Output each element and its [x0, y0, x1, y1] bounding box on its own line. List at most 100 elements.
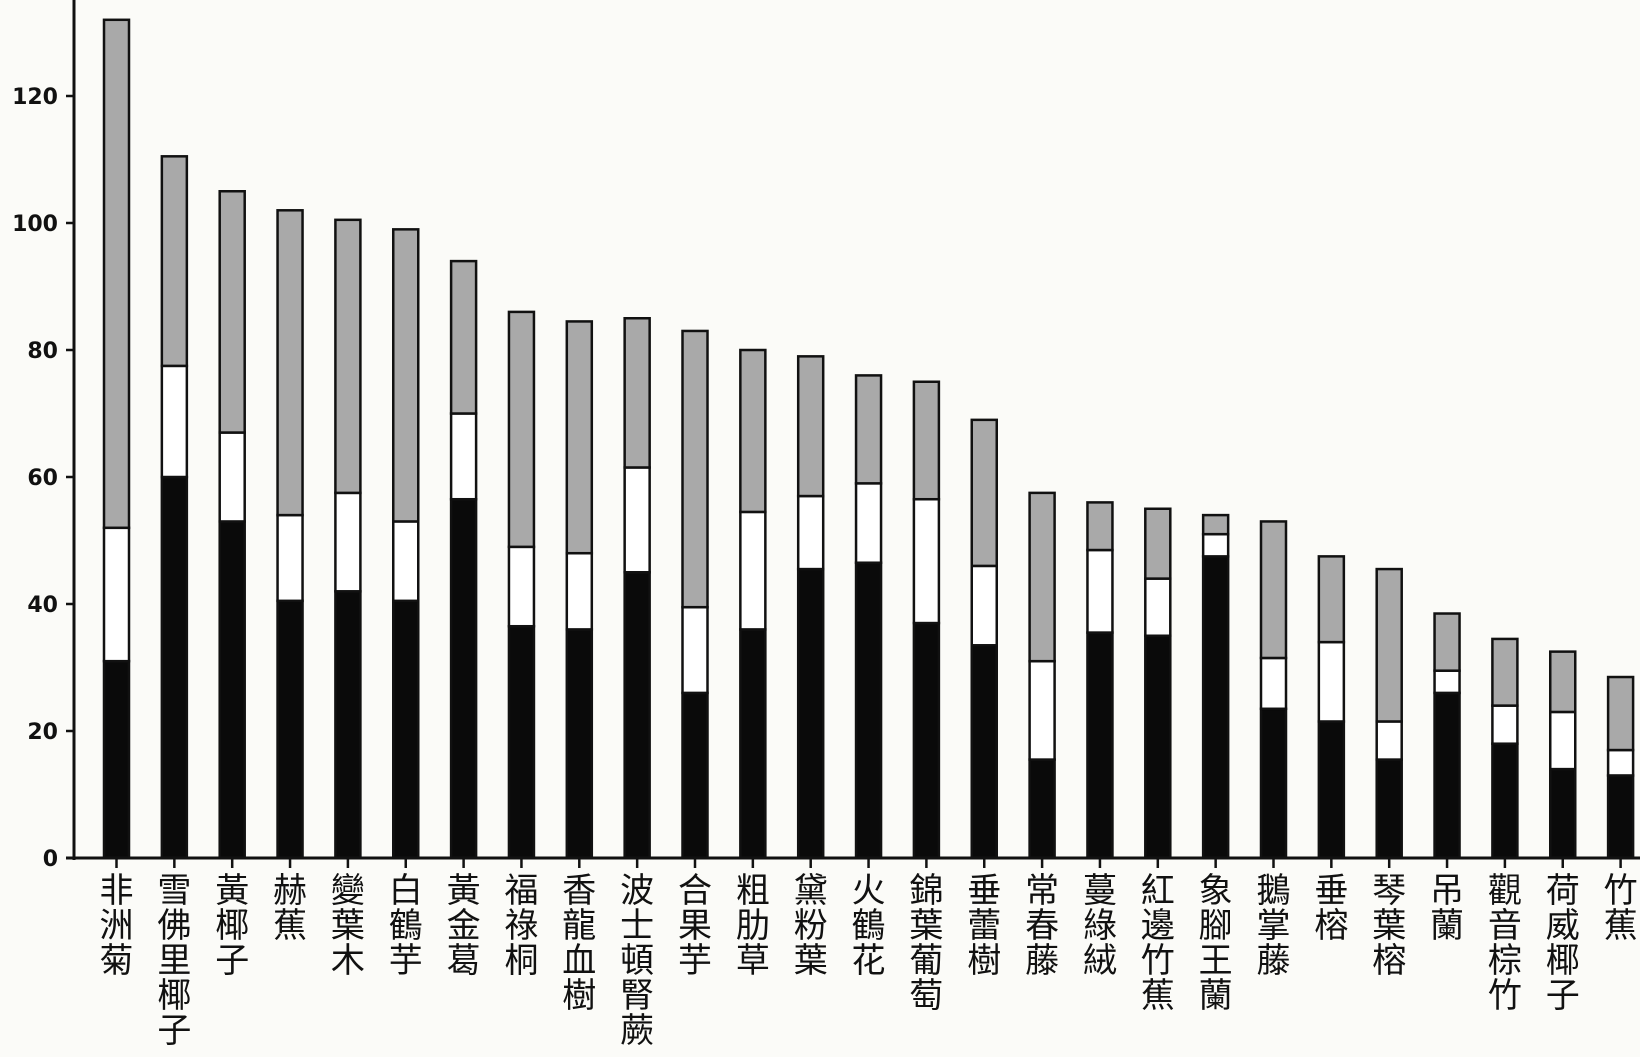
bar-segment-middle — [796, 494, 825, 571]
bar-segment-bottom — [739, 628, 767, 860]
bar-segment-bottom — [218, 520, 246, 860]
category-label: 香龍血樹 — [562, 871, 596, 1016]
category-label: 垂蕾樹 — [967, 871, 1001, 981]
bar-segment-bottom — [102, 659, 131, 860]
bar-segment-bottom — [1549, 767, 1577, 860]
bar-segment-middle — [1028, 659, 1056, 761]
bars — [102, 18, 1635, 860]
bar-segment-bottom — [623, 571, 651, 860]
bar-segment-middle — [1433, 669, 1461, 695]
category-label: 鵝掌藤 — [1257, 871, 1291, 981]
category-label: 觀音棕竹 — [1488, 871, 1522, 1016]
category-label: 福祿桐 — [504, 871, 538, 981]
bar-segment-bottom — [160, 475, 189, 860]
bar-segment-top — [334, 218, 362, 495]
bar-segment-middle — [739, 510, 767, 631]
bar-segment-top — [1549, 650, 1577, 714]
bar-segment-middle — [623, 466, 651, 574]
bar-segment-middle — [565, 551, 594, 631]
bar-segment-bottom — [1259, 707, 1288, 860]
bar-segment-bottom — [1144, 634, 1172, 860]
category-label: 黛粉葉 — [794, 871, 828, 981]
bar-segment-top — [1201, 513, 1230, 536]
bar-segment-bottom — [970, 644, 998, 860]
bar-segment-middle — [449, 412, 478, 501]
bar-segment-top — [218, 190, 246, 434]
y-tick-label: 20 — [27, 720, 58, 745]
bar-segment-top — [392, 228, 420, 523]
category-label: 粗肋草 — [736, 871, 770, 981]
bar-segment-bottom — [854, 561, 883, 860]
bar-segment-middle — [1491, 704, 1519, 745]
bar-segment-top — [854, 374, 883, 485]
bar-segment-top — [276, 209, 304, 517]
bar-segment-bottom — [334, 590, 362, 860]
bar-segment-bottom — [1086, 631, 1114, 860]
bar-segment-middle — [507, 545, 536, 628]
category-label: 火鶴花 — [852, 871, 886, 981]
bar-segment-top — [1606, 675, 1635, 752]
bar-segment-middle — [1086, 548, 1114, 634]
y-tick-label: 0 — [43, 847, 58, 872]
bar-segment-top — [160, 155, 189, 368]
category-label: 白鶴芋 — [389, 871, 423, 981]
bar-segment-bottom — [276, 599, 304, 860]
category-label: 象腳王蘭 — [1199, 871, 1233, 1016]
bar-segment-middle — [854, 482, 883, 564]
bar-segment-bottom — [796, 567, 825, 860]
category-label: 吊蘭 — [1430, 871, 1464, 946]
category-label: 非洲菊 — [100, 871, 134, 981]
category-label: 赫蕉 — [273, 871, 307, 946]
bar-segment-middle — [912, 497, 941, 625]
bar-segment-bottom — [912, 621, 941, 860]
bar-segment-top — [912, 380, 941, 501]
bar-segment-top — [1086, 501, 1114, 552]
bar-segment-bottom — [1375, 758, 1403, 860]
category-label: 黃金葛 — [447, 871, 481, 981]
bar-segment-middle — [160, 364, 189, 479]
bar-segment-bottom — [507, 624, 536, 860]
bar-segment-top — [102, 18, 131, 530]
category-label: 常春藤 — [1025, 871, 1059, 981]
bar-segment-bottom — [565, 628, 594, 860]
bar-segment-middle — [276, 513, 304, 603]
bar-segment-bottom — [1028, 758, 1056, 860]
bar-segment-bottom — [1606, 774, 1635, 860]
bar-segment-middle — [334, 491, 362, 593]
category-label: 波士頓腎蕨 — [620, 871, 654, 1051]
bar-segment-top — [449, 259, 478, 415]
y-tick-label: 80 — [27, 339, 58, 364]
bar-segment-top — [1491, 637, 1519, 707]
category-label: 琴葉榕 — [1372, 871, 1406, 981]
bar-segment-bottom — [1317, 720, 1346, 860]
category-label: 荷威椰子 — [1546, 871, 1580, 1016]
bar-segment-middle — [1317, 640, 1346, 723]
bar-segment-middle — [218, 431, 246, 523]
category-label: 竹蕉 — [1604, 871, 1638, 946]
bar-segment-middle — [1606, 748, 1635, 777]
bar-segment-bottom — [1201, 555, 1230, 860]
category-labels: 非洲菊雪佛里椰子黃椰子赫蕉變葉木白鶴芋黃金葛福祿桐香龍血樹波士頓腎蕨合果芋粗肋草… — [100, 871, 1638, 1051]
category-label: 合果芋 — [678, 871, 712, 981]
bar-segment-top — [1028, 491, 1056, 663]
category-label: 紅邊竹蕉 — [1141, 871, 1175, 1016]
bar-segment-bottom — [1491, 742, 1519, 860]
bar-segment-middle — [102, 526, 131, 663]
bar-segment-middle — [392, 520, 420, 603]
bar-segment-top — [1259, 520, 1288, 660]
category-label: 變葉木 — [331, 871, 365, 981]
bar-segment-top — [1144, 507, 1172, 580]
bar-segment-top — [1433, 612, 1461, 672]
bar-segment-bottom — [449, 497, 478, 860]
y-tick-label: 40 — [27, 593, 58, 618]
y-tick-label: 60 — [27, 466, 58, 491]
x-axis — [66, 856, 1640, 868]
bar-segment-top — [1375, 567, 1403, 723]
category-label: 垂榕 — [1314, 871, 1348, 946]
y-axis: 0 20 40 60 80 100 120 — [12, 0, 76, 872]
bar-segment-middle — [681, 605, 709, 695]
category-label: 錦葉葡萄 — [909, 871, 943, 1016]
bar-segment-bottom — [681, 691, 709, 860]
category-label: 雪佛里椰子 — [157, 871, 191, 1051]
bar-segment-top — [507, 310, 536, 549]
